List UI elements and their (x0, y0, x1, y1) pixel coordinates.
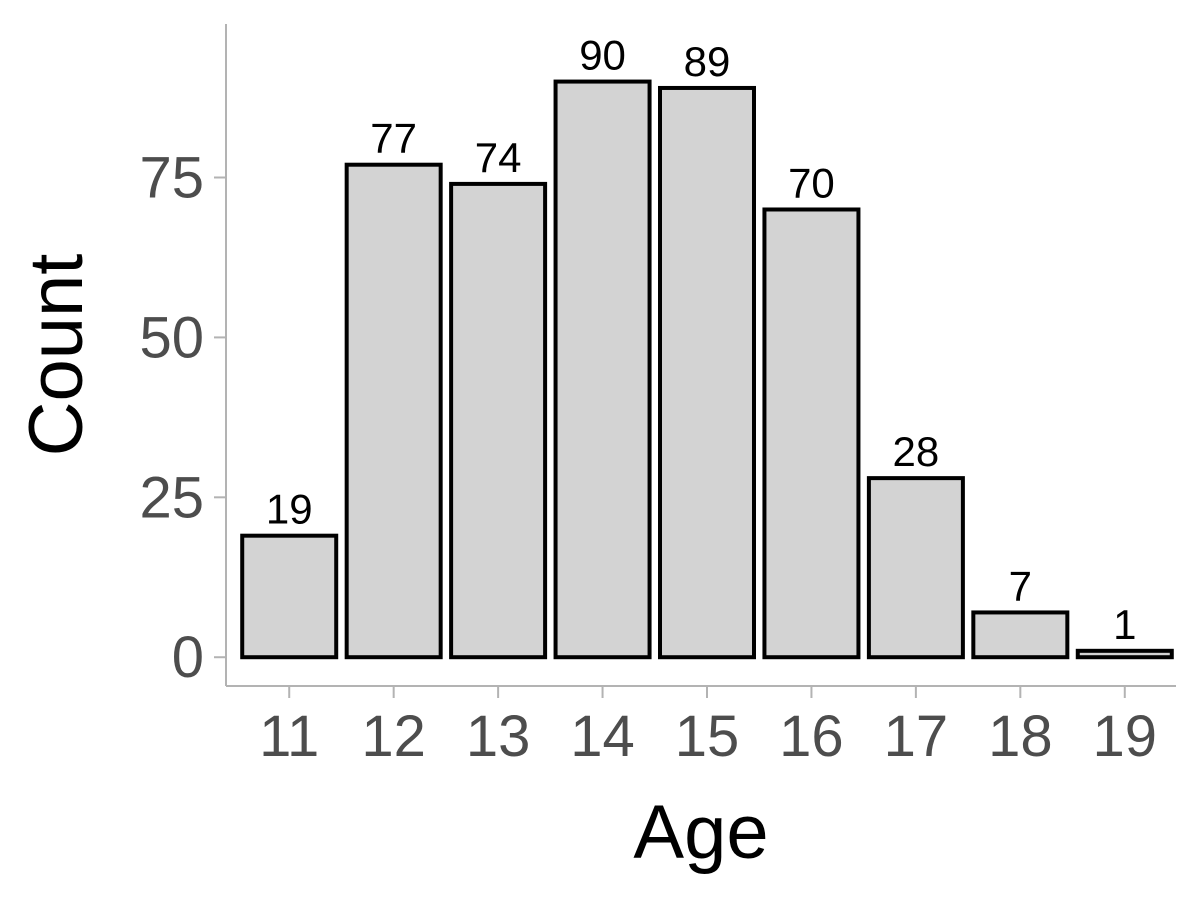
axes (225, 24, 1176, 687)
bar-value-label: 28 (893, 428, 940, 475)
bar-age-13 (449, 181, 548, 660)
y-tick-label: 50 (139, 305, 204, 370)
bar-age-16 (762, 207, 861, 660)
bar-value-label: 74 (475, 134, 522, 181)
bar-age-18 (971, 610, 1070, 660)
bar-age-19 (1075, 648, 1174, 660)
bar-age-17 (866, 476, 965, 660)
y-tick-label: 25 (139, 465, 204, 530)
bar-age-15 (658, 85, 756, 660)
bar-value-label: 7 (1009, 562, 1032, 609)
x-axis-ticks: 11 12 13 14 15 16 17 18 19 (259, 686, 1157, 769)
bar-value-label: 89 (684, 38, 731, 85)
bar-value-label: 90 (579, 32, 626, 79)
bar-value-labels: 19 77 74 90 89 70 28 7 1 (266, 32, 1137, 648)
bar-value-label: 77 (370, 115, 417, 162)
bar-age-14 (553, 79, 652, 660)
x-tick-label: 11 (259, 704, 319, 769)
bar-age-11 (240, 533, 339, 660)
bar-age-12 (344, 162, 443, 660)
bar-value-label: 19 (266, 486, 313, 533)
x-tick-label: 19 (1093, 704, 1158, 769)
bar-value-label: 1 (1113, 601, 1136, 648)
y-axis-title: Count (14, 254, 99, 457)
bars (240, 79, 1174, 660)
x-tick-label: 14 (570, 704, 635, 769)
x-tick-label: 17 (884, 704, 949, 769)
x-tick-label: 12 (361, 704, 426, 769)
y-tick-label: 75 (139, 146, 204, 211)
x-tick-label: 15 (675, 704, 740, 769)
x-tick-label: 16 (779, 704, 844, 769)
y-tick-label: 0 (172, 625, 204, 690)
x-tick-label: 13 (466, 704, 531, 769)
bar-value-label: 70 (788, 159, 835, 206)
x-axis-title: Age (633, 790, 768, 875)
x-tick-label: 18 (988, 704, 1053, 769)
y-axis-ticks: 0 25 50 75 (139, 146, 226, 690)
